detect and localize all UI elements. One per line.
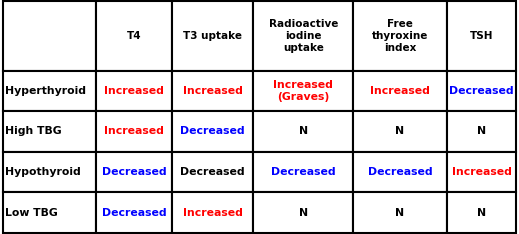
Bar (3, 152, 97, 192)
Text: High TBG: High TBG (5, 127, 62, 136)
Bar (97, 152, 172, 192)
Bar (447, 71, 516, 111)
Bar (353, 192, 447, 233)
Bar (97, 111, 172, 152)
Bar (97, 192, 172, 233)
Text: N: N (395, 127, 405, 136)
Bar (253, 71, 353, 111)
Text: Decreased: Decreased (449, 86, 514, 96)
Bar (172, 152, 253, 192)
Bar (353, 71, 447, 111)
Text: N: N (395, 208, 405, 218)
Bar (253, 1, 353, 71)
Bar (253, 192, 353, 233)
Text: Increased: Increased (183, 208, 242, 218)
Bar (447, 192, 516, 233)
Bar (172, 71, 253, 111)
Text: N: N (477, 127, 486, 136)
Text: N: N (299, 208, 308, 218)
Bar (97, 71, 172, 111)
Bar (447, 152, 516, 192)
Text: TSH: TSH (470, 31, 494, 41)
Text: Decreased: Decreased (180, 167, 245, 177)
Bar (253, 111, 353, 152)
Bar (3, 1, 97, 71)
Bar (447, 1, 516, 71)
Text: N: N (299, 127, 308, 136)
Bar (3, 71, 97, 111)
Bar (3, 111, 97, 152)
Text: Increased: Increased (104, 86, 164, 96)
Text: T3 uptake: T3 uptake (183, 31, 242, 41)
Text: Increased: Increased (104, 127, 164, 136)
Bar (172, 111, 253, 152)
Text: Hyperthyroid: Hyperthyroid (5, 86, 86, 96)
Text: Decreased: Decreased (180, 127, 245, 136)
Text: T4: T4 (127, 31, 141, 41)
Text: Increased: Increased (452, 167, 512, 177)
Text: N: N (477, 208, 486, 218)
Bar (172, 1, 253, 71)
Text: Decreased: Decreased (102, 208, 167, 218)
Bar (172, 192, 253, 233)
Bar (447, 111, 516, 152)
Bar (353, 152, 447, 192)
Text: Increased: Increased (370, 86, 430, 96)
Text: Hypothyroid: Hypothyroid (5, 167, 81, 177)
Text: Radioactive
iodine
uptake: Radioactive iodine uptake (269, 19, 338, 52)
Bar (97, 1, 172, 71)
Bar (353, 1, 447, 71)
Text: Free
thyroxine
index: Free thyroxine index (372, 19, 428, 52)
Bar (3, 192, 97, 233)
Text: Low TBG: Low TBG (5, 208, 58, 218)
Bar (353, 111, 447, 152)
Text: Decreased: Decreased (368, 167, 432, 177)
Text: Increased: Increased (183, 86, 242, 96)
Text: Decreased: Decreased (102, 167, 167, 177)
Bar (253, 152, 353, 192)
Text: Decreased: Decreased (271, 167, 336, 177)
Text: Increased
(Graves): Increased (Graves) (274, 80, 333, 102)
